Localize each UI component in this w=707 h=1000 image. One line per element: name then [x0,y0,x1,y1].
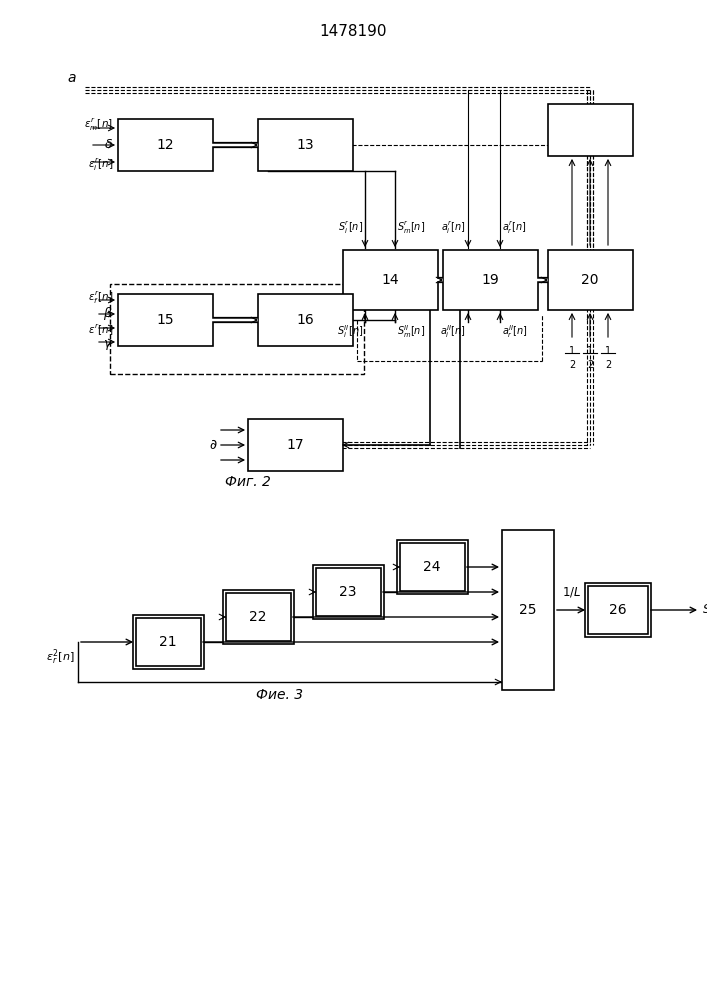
Bar [443,250,537,310]
Text: 1: 1 [587,346,593,356]
Bar [502,530,554,690]
Text: $\varepsilon_m^r[n]$: $\varepsilon_m^r[n]$ [84,117,113,133]
Text: $\varepsilon_i^r[n]$: $\varepsilon_i^r[n]$ [88,157,113,173]
Bar [247,419,342,471]
Text: 25: 25 [519,603,537,617]
Bar [547,250,633,310]
Text: a: a [68,71,76,85]
Text: $\delta$: $\delta$ [104,138,113,151]
Bar [547,104,633,156]
Text: 22: 22 [250,610,267,624]
Text: 19: 19 [481,273,499,287]
Bar [257,119,353,171]
Text: 24: 24 [423,560,440,574]
Text: 2: 2 [587,360,593,370]
Text: $a_i^{II}[n]$: $a_i^{II}[n]$ [440,324,466,340]
Text: 23: 23 [339,585,357,599]
Text: 15: 15 [156,313,174,327]
Bar [136,618,201,666]
Text: 14: 14 [381,273,399,287]
Text: 12: 12 [156,138,174,152]
Bar [342,250,438,310]
Bar [588,586,648,634]
Text: $S_r[n]$: $S_r[n]$ [702,602,707,618]
Text: $\varepsilon_r^2[n]$: $\varepsilon_r^2[n]$ [47,647,75,667]
Text: 21: 21 [159,635,177,649]
Text: 26: 26 [609,603,627,617]
Text: 2: 2 [569,360,575,370]
Text: Фиг. 2: Фиг. 2 [225,475,271,489]
Text: 1: 1 [569,346,575,356]
Text: $\varepsilon_f^r[n]$: $\varepsilon_f^r[n]$ [88,290,113,306]
Text: $\gamma$: $\gamma$ [103,338,113,352]
Text: 1478190: 1478190 [320,24,387,39]
Bar [117,294,213,346]
Text: 16: 16 [296,313,314,327]
Text: $1/L$: $1/L$ [562,585,581,599]
Text: $a_r^{II}[n]$: $a_r^{II}[n]$ [502,324,528,340]
Bar [226,593,291,641]
Text: 20: 20 [581,273,599,287]
Text: $a_i^r[n]$: $a_i^r[n]$ [441,220,466,236]
Bar [399,543,464,591]
Bar [312,565,383,619]
Text: $a_r^r[n]$: $a_r^r[n]$ [502,220,527,236]
Bar [223,590,293,644]
Bar [585,583,651,637]
Text: $\beta$: $\beta$ [103,306,113,322]
Text: $S_m^r[n]$: $S_m^r[n]$ [397,220,425,236]
Text: Фие. 3: Фие. 3 [257,688,303,702]
Text: $\partial$: $\partial$ [209,438,217,452]
Bar [132,615,204,669]
Text: $S_i^{II}[n]$: $S_i^{II}[n]$ [337,324,363,340]
Bar [117,119,213,171]
Text: $\varepsilon^r[n]$: $\varepsilon^r[n]$ [88,323,113,337]
Text: 1: 1 [605,346,611,356]
Text: $S_m^{II}[n]$: $S_m^{II}[n]$ [397,324,425,340]
Text: $S_i^r[n]$: $S_i^r[n]$ [338,220,363,236]
Bar [315,568,380,616]
Bar [397,540,467,594]
Bar [257,294,353,346]
Text: 17: 17 [286,438,304,452]
Bar [110,284,364,374]
Text: 2: 2 [605,360,611,370]
Text: 13: 13 [296,138,314,152]
